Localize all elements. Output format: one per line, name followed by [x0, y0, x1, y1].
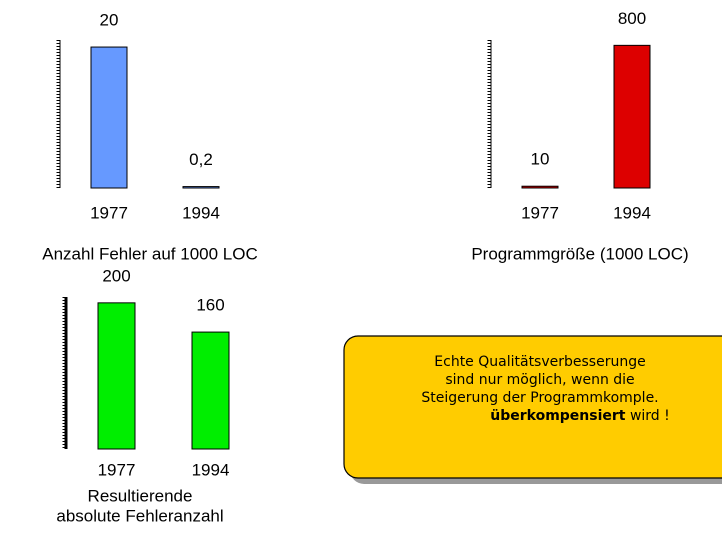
x-tick-label: 1994	[613, 203, 651, 222]
bar	[90, 46, 128, 189]
bar	[521, 185, 559, 189]
chart-caption: Anzahl Fehler auf 1000 LOC	[42, 244, 257, 263]
value-label: 20	[100, 11, 119, 30]
value-label: 160	[196, 296, 224, 315]
callout-line: Steigerung der Programmkomple.	[421, 390, 658, 406]
x-tick-label: 1977	[521, 203, 559, 222]
callout: Echte Qualitätsverbesserunge sind nur mö…	[343, 335, 722, 484]
callout-line: sind nur möglich, wenn die	[445, 372, 634, 388]
callout-box	[343, 335, 722, 479]
callout-emphasis: überkompensiert	[490, 408, 626, 424]
bar	[97, 302, 136, 450]
callout-tail: wird !	[626, 408, 670, 424]
x-tick-label: 1994	[192, 460, 230, 479]
x-tick-label: 1977	[98, 460, 136, 479]
chart-caption: absolute Fehleranzahl	[56, 506, 223, 525]
callout-line: überkompensiert wird !	[490, 408, 670, 424]
value-label: 10	[531, 150, 550, 169]
bar	[191, 331, 230, 450]
bar	[613, 44, 651, 189]
x-tick-label: 1977	[90, 203, 128, 222]
chart-caption: Resultierende	[88, 486, 193, 505]
callout-line: Echte Qualitätsverbesserunge	[434, 354, 645, 370]
value-label: 800	[618, 9, 646, 28]
value-label: 0,2	[189, 150, 213, 169]
bar	[182, 186, 220, 189]
chart-caption: Programmgröße (1000 LOC)	[471, 244, 688, 263]
x-tick-label: 1994	[182, 203, 220, 222]
value-label: 200	[102, 266, 130, 285]
